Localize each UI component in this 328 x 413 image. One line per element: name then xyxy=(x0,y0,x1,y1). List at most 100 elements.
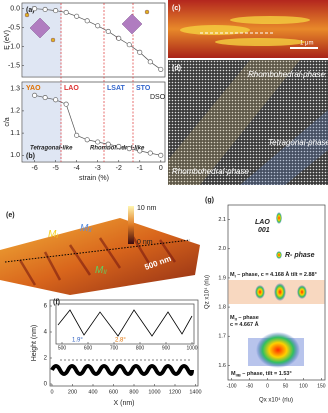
band xyxy=(240,110,328,185)
substrate-label: LAO 001 xyxy=(255,219,270,234)
y-tick-label: 1.1 xyxy=(10,130,20,137)
substrate: YAO xyxy=(26,85,41,92)
m1-peak xyxy=(274,283,286,301)
y-tick-label: 1.3 xyxy=(10,86,20,93)
substrate: STO xyxy=(136,85,151,92)
y-tick-label: 1.0 xyxy=(10,152,20,159)
y-tick-label: -0.5 xyxy=(8,25,20,32)
m2-peak xyxy=(256,332,300,368)
phase-label: MII xyxy=(80,223,92,234)
x-tick-label: 400 xyxy=(88,389,97,395)
x-tick-label: 1200 xyxy=(169,389,181,395)
x-tick-label: 0 xyxy=(50,389,53,395)
inset-frame xyxy=(55,303,195,345)
data-point xyxy=(158,66,164,72)
x-tick-label: 150 xyxy=(317,383,326,389)
data-point xyxy=(32,6,38,12)
frame-g xyxy=(227,204,326,381)
panel-label: (a) xyxy=(26,7,35,14)
data-point xyxy=(126,42,132,48)
angle-label: 2.8° xyxy=(115,338,126,344)
substrate: LSAT xyxy=(107,85,125,92)
panel-label: (f) xyxy=(53,299,60,306)
afm-3d-surface xyxy=(0,218,200,295)
data-point xyxy=(63,9,69,16)
stem-image xyxy=(168,60,328,185)
panel-label: (b) xyxy=(26,153,35,160)
phase-label: MI – phase, c = 4.168 Å tilt = 2.88° xyxy=(230,271,317,278)
y-tick-label: 0.0 xyxy=(10,6,20,13)
x-tick-label: -2 xyxy=(116,165,122,172)
colorbar-label: 0 nm xyxy=(137,239,153,246)
panel-label: (d) xyxy=(172,65,181,72)
data-point xyxy=(126,146,132,152)
data-point xyxy=(105,28,111,35)
scale-label: 1 μm xyxy=(300,41,313,47)
phase-label: Rhombohedral-phase xyxy=(248,70,325,79)
data-point xyxy=(74,132,80,138)
r-peak xyxy=(276,251,282,259)
region-tetragonal xyxy=(22,82,62,162)
y-axis-label: c/a xyxy=(4,117,11,126)
x-tick-label: 50 xyxy=(283,383,289,389)
y-tick-label: -1.5 xyxy=(8,62,20,69)
x-tick-label: 100 xyxy=(299,383,308,389)
x-tick-label: 1000 xyxy=(186,345,197,351)
inset-profile xyxy=(57,309,193,337)
data-point xyxy=(84,18,90,24)
x-axis-label: X (nm) xyxy=(114,400,135,407)
panel-label: (e) xyxy=(6,212,15,219)
y-tick-label: 1.2 xyxy=(10,108,20,115)
y-tick-label: 2 xyxy=(44,356,48,362)
data-point xyxy=(147,150,153,156)
tetragonal-band xyxy=(168,60,300,185)
x-tick-label: 900 xyxy=(162,345,171,351)
data-point xyxy=(32,92,38,98)
x-tick-label: 500 xyxy=(58,345,67,351)
phase-label: Rhombohedral-phase xyxy=(172,167,249,176)
data-point xyxy=(116,143,122,149)
phase-label: Tetragonal-phase xyxy=(268,138,328,147)
x-tick-label: -6 xyxy=(32,165,38,172)
substrate: DSO xyxy=(150,94,166,101)
m1-peak xyxy=(255,285,265,299)
panel-label: (c) xyxy=(172,5,181,12)
y-tick-label: 1.9 xyxy=(218,275,226,281)
x-tick-label: 1000 xyxy=(148,389,160,395)
panel-label: (g) xyxy=(205,197,214,204)
x-tick-label: 1400 xyxy=(189,389,201,395)
x-tick-label: 800 xyxy=(136,345,145,351)
x-tick-label: -50 xyxy=(246,383,253,389)
substrate-labels: YAO LAO LSAT STO DSO xyxy=(26,85,166,101)
x-tick-label: -1 xyxy=(137,165,143,172)
data-point xyxy=(105,141,111,147)
phase-label: MIIB – phase, tilt = 1.53° xyxy=(231,371,292,377)
region-label: Tetragonal-like xyxy=(30,146,73,152)
substrate: LAO xyxy=(64,85,79,92)
x-tick-label: -100 xyxy=(227,383,237,389)
y-tick-label: 6 xyxy=(44,304,48,310)
phase-label: R- phase xyxy=(285,252,315,259)
colorbar-label: 10 nm xyxy=(137,205,157,212)
data-point xyxy=(137,49,143,55)
frame-a xyxy=(21,2,166,78)
x-tick-label: 0 xyxy=(159,165,163,172)
lao-peak xyxy=(276,212,282,224)
m1-peak xyxy=(297,285,307,299)
phase-label: MII xyxy=(95,265,107,276)
data-point xyxy=(147,59,153,65)
phase-label: MII – phase c = 4.667 Å xyxy=(230,315,259,328)
data-point xyxy=(63,101,69,107)
x-tick-label: 600 xyxy=(84,345,93,351)
phase-label: MI xyxy=(48,229,58,240)
frame-b xyxy=(21,81,166,163)
x-tick-label: 800 xyxy=(129,389,138,395)
x-tick-label: 200 xyxy=(68,389,77,395)
data-point xyxy=(137,148,143,154)
y-tick-label: 2.1 xyxy=(218,217,226,223)
height-profile xyxy=(50,364,194,376)
y-tick-label: 1.8 xyxy=(218,305,226,311)
data-point xyxy=(53,8,59,14)
data-point xyxy=(53,97,59,103)
